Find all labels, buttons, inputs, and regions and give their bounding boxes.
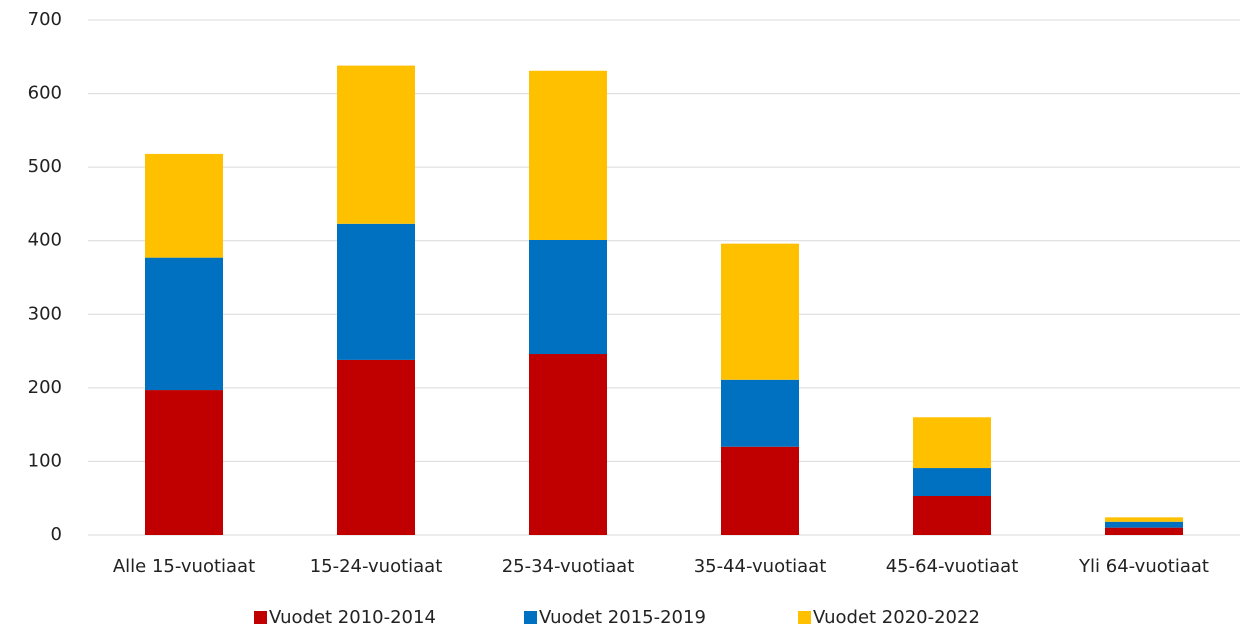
bar-segment	[721, 243, 799, 380]
y-tick-label: 700	[28, 9, 62, 30]
legend-label: Vuodet 2020-2022	[813, 607, 980, 628]
legend-swatch	[524, 611, 537, 624]
y-tick-label: 500	[28, 156, 62, 177]
x-tick-label: 35-44-vuotiaat	[694, 556, 827, 577]
y-tick-label: 400	[28, 230, 62, 251]
legend-label: Vuodet 2015-2019	[539, 607, 706, 628]
bar-segment	[1105, 527, 1183, 535]
y-tick-label: 200	[28, 377, 62, 398]
legend-label: Vuodet 2010-2014	[269, 607, 436, 628]
bar-segment	[337, 223, 415, 360]
x-tick-label: 15-24-vuotiaat	[310, 556, 443, 577]
bar-segment	[337, 65, 415, 224]
bar-segment	[145, 257, 223, 391]
bar-segment	[145, 390, 223, 535]
bar-segment	[529, 239, 607, 355]
x-tick-label: 45-64-vuotiaat	[886, 556, 1019, 577]
bar-segment	[1105, 521, 1183, 528]
y-tick-label: 0	[51, 524, 62, 545]
x-tick-label: Yli 64-vuotiaat	[1078, 556, 1209, 577]
bar-segment	[721, 379, 799, 447]
bar-segment	[337, 359, 415, 535]
bar-segment	[529, 70, 607, 240]
legend-swatch	[798, 611, 811, 624]
x-tick-label: Alle 15-vuotiaat	[113, 556, 255, 577]
y-tick-label: 100	[28, 450, 62, 471]
bar-segment	[913, 468, 991, 497]
bar-segment	[721, 446, 799, 535]
legend-swatch	[254, 611, 267, 624]
bar-segment	[913, 496, 991, 535]
y-tick-label: 300	[28, 303, 62, 324]
x-tick-label: 25-34-vuotiaat	[502, 556, 635, 577]
bar-segment	[1105, 517, 1183, 522]
bar-segment	[529, 354, 607, 535]
bar-segment	[913, 417, 991, 469]
bar-segment	[145, 153, 223, 258]
y-tick-label: 600	[28, 83, 62, 104]
